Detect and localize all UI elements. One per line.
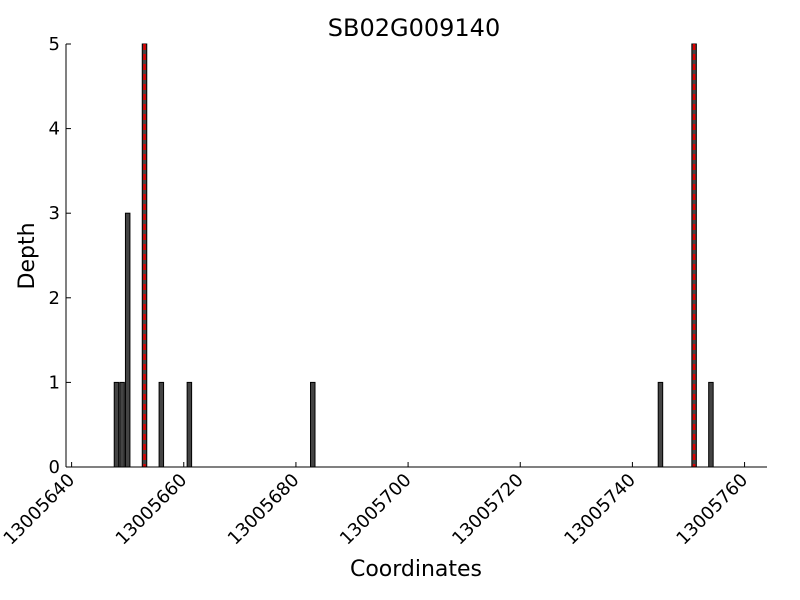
axes-layer bbox=[65, 44, 767, 468]
y-tick-label: 0 bbox=[49, 457, 60, 478]
x-tick-label: 13005660 bbox=[112, 470, 192, 550]
y-tick-label: 2 bbox=[49, 288, 60, 309]
x-tick-label: 13005680 bbox=[224, 470, 304, 550]
bar bbox=[657, 381, 664, 468]
ticks-layer: 0 1 2 3 4 5 13005640 13005660 13005680 13005700 13… bbox=[0, 34, 752, 549]
x-tick-label: 13005700 bbox=[336, 470, 416, 550]
x-tick-label: 13005720 bbox=[448, 470, 528, 550]
x-tick-label: 13005640 bbox=[0, 470, 79, 550]
bar bbox=[310, 381, 316, 468]
x-axis-label: Coordinates bbox=[350, 557, 482, 582]
y-tick-label: 4 bbox=[49, 119, 60, 140]
bars-layer bbox=[113, 43, 714, 468]
bar bbox=[113, 381, 120, 468]
bar bbox=[708, 381, 714, 468]
x-tick-label: 13005760 bbox=[672, 470, 752, 550]
bar bbox=[186, 381, 193, 468]
y-tick-label: 1 bbox=[49, 372, 60, 393]
chart-title: SB02G009140 bbox=[328, 14, 500, 42]
marker-lines-layer bbox=[143, 44, 696, 467]
y-axis-label: Depth bbox=[15, 222, 40, 289]
y-tick-label: 5 bbox=[49, 34, 60, 55]
y-tick-label: 3 bbox=[49, 203, 60, 224]
bar bbox=[124, 212, 131, 468]
x-tick-label: 13005740 bbox=[560, 470, 640, 550]
bar bbox=[158, 381, 165, 468]
bar bbox=[119, 381, 125, 468]
